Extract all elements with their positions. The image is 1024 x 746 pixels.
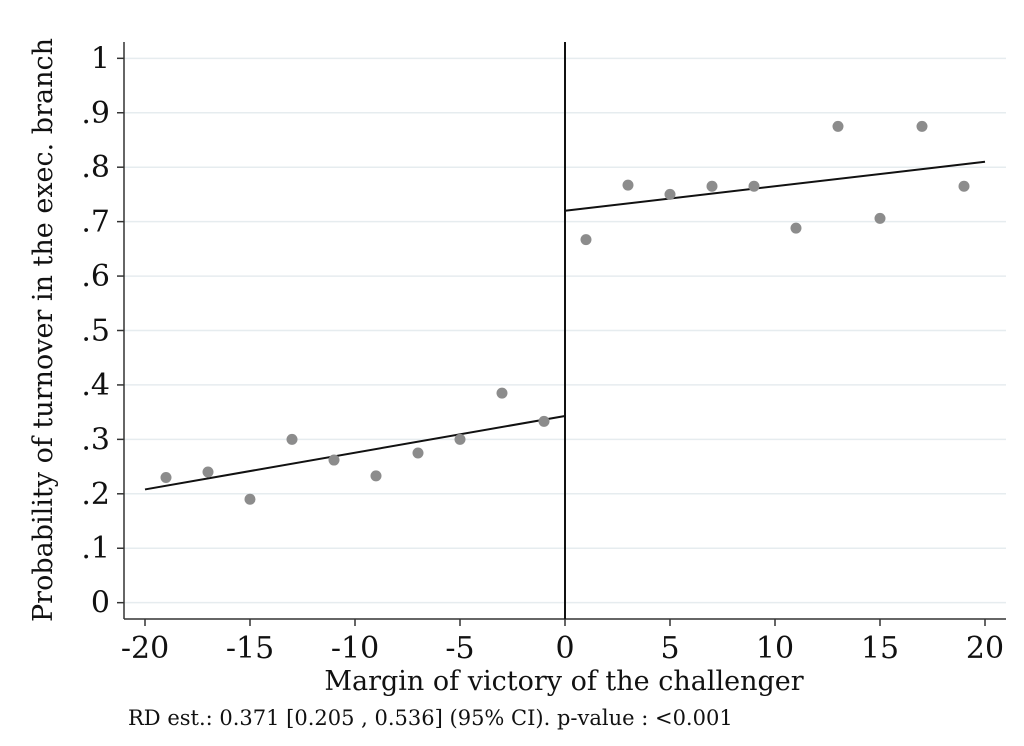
- fit-lines: [144, 160, 986, 491]
- x-tick-label: -10: [331, 631, 379, 666]
- y-tick-label: .7: [81, 205, 110, 240]
- x-tick-label: 0: [555, 631, 574, 666]
- y-tick-label: .4: [81, 368, 110, 403]
- data-point: [412, 447, 424, 459]
- data-point: [706, 180, 718, 192]
- y-tick-label: .1: [81, 531, 110, 566]
- y-axis-label: Probability of turnover in the exec. bra…: [28, 38, 59, 622]
- axes: [117, 42, 1006, 626]
- rd-estimate-note: RD est.: 0.371 [0.205 , 0.536] (95% CI).…: [128, 706, 733, 730]
- data-point: [958, 180, 970, 192]
- data-point: [496, 387, 508, 399]
- data-point: [790, 222, 802, 234]
- data-points: [160, 120, 970, 505]
- x-tick-label: 15: [861, 631, 899, 666]
- data-point: [832, 120, 844, 132]
- data-point: [538, 415, 550, 427]
- fit-line-left: [144, 414, 566, 491]
- data-point: [160, 471, 172, 483]
- data-point: [622, 179, 634, 191]
- data-point: [916, 120, 928, 132]
- tick-labels: 0 .1 .2 .3 .4 .5 .6 .7 .8 .9 1 -20 -15 -10 -5 0 5 10 15 20: [81, 41, 1004, 666]
- x-tick-label: 10: [756, 631, 794, 666]
- y-tick-label: .2: [81, 477, 110, 512]
- fit-line-right: [564, 160, 986, 212]
- data-point: [370, 470, 382, 482]
- data-point: [748, 180, 760, 192]
- y-tick-label: .5: [81, 314, 110, 349]
- y-tick-label: .9: [81, 96, 110, 131]
- data-point: [286, 433, 298, 445]
- y-tick-label: .8: [81, 150, 110, 185]
- data-point: [580, 234, 592, 246]
- data-point: [874, 212, 886, 224]
- y-tick-label: .6: [81, 259, 110, 294]
- x-tick-label: 20: [966, 631, 1004, 666]
- data-point: [454, 433, 466, 445]
- x-tick-label: -5: [445, 631, 474, 666]
- y-tick-label: 1: [91, 41, 110, 76]
- data-point: [328, 454, 340, 466]
- x-tick-label: -15: [226, 631, 274, 666]
- y-tick-label: 0: [91, 586, 110, 621]
- x-tick-label: -20: [121, 631, 169, 666]
- data-point: [664, 188, 676, 200]
- x-tick-label: 5: [660, 631, 679, 666]
- x-axis-label: Margin of victory of the challenger: [324, 666, 803, 697]
- y-tick-label: .3: [81, 422, 110, 457]
- data-point: [202, 466, 214, 478]
- data-point: [244, 493, 256, 505]
